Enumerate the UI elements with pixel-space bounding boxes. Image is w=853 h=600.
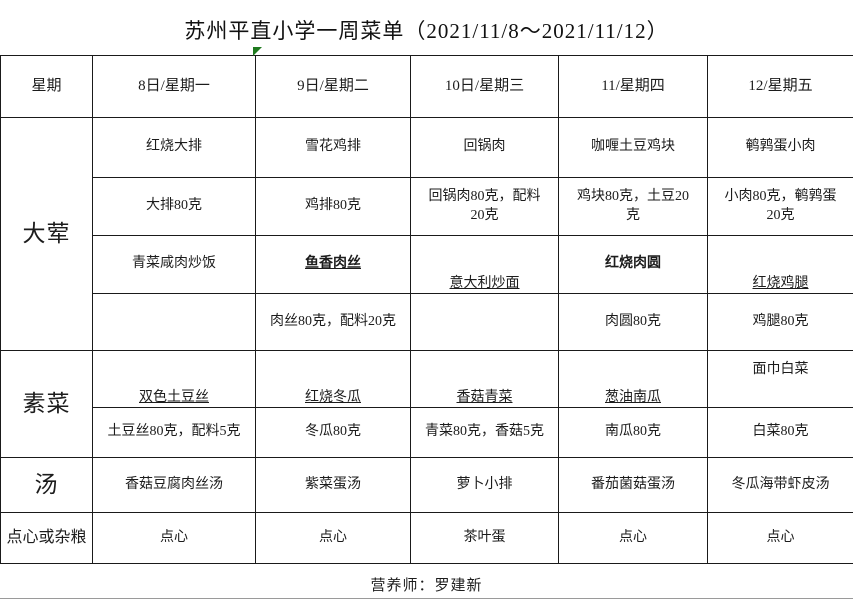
menu-cell: 红烧冬瓜 <box>256 351 411 408</box>
menu-cell: 青菜咸肉炒饭 <box>93 236 256 294</box>
meat-dish-row-2: 青菜咸肉炒饭 鱼香肉丝 意大利炒面 红烧肉圆 红烧鸡腿 <box>1 236 853 294</box>
day-header-friday: 12/星期五 <box>708 56 853 118</box>
snack-row: 点心或杂粮 点心 点心 茶叶蛋 点心 点心 <box>1 513 853 564</box>
menu-cell: 双色土豆丝 <box>93 351 256 408</box>
menu-cell: 点心 <box>708 513 853 564</box>
menu-cell: 青菜80克，香菇5克 <box>411 408 559 458</box>
category-label-meat: 大荤 <box>1 118 93 351</box>
meat-portion-row-2: 肉丝80克，配料20克 肉圆80克 鸡腿80克 <box>1 294 853 351</box>
menu-cell: 回锅肉80克，配料20克 <box>411 178 559 236</box>
menu-cell: 鹌鹑蛋小肉 <box>708 118 853 178</box>
day-header-monday: 8日/星期一 <box>93 56 256 118</box>
corner-header: 星期 <box>1 56 93 118</box>
menu-cell: 紫菜蛋汤 <box>256 458 411 513</box>
menu-cell: 冬瓜80克 <box>256 408 411 458</box>
soup-row: 汤 香菇豆腐肉丝汤 紫菜蛋汤 萝卜小排 番茄菌菇蛋汤 冬瓜海带虾皮汤 <box>1 458 853 513</box>
menu-cell: 点心 <box>559 513 708 564</box>
header-row: 星期 8日/星期一 9日/星期二 10日/星期三 11/星期四 12/星期五 <box>1 56 853 118</box>
day-header-tuesday: 9日/星期二 <box>256 56 411 118</box>
meat-portion-row-1: 大排80克 鸡排80克 回锅肉80克，配料20克 鸡块80克，土豆20克 小肉8… <box>1 178 853 236</box>
menu-cell: 白菜80克 <box>708 408 853 458</box>
menu-cell: 香菇青菜 <box>411 351 559 408</box>
menu-cell: 萝卜小排 <box>411 458 559 513</box>
category-label-snack: 点心或杂粮 <box>1 513 93 564</box>
menu-cell: 鸡排80克 <box>256 178 411 236</box>
menu-cell: 鱼香肉丝 <box>256 236 411 294</box>
menu-cell: 红烧鸡腿 <box>708 236 853 294</box>
menu-cell: 冬瓜海带虾皮汤 <box>708 458 853 513</box>
menu-cell: 番茄菌菇蛋汤 <box>559 458 708 513</box>
menu-table: 星期 8日/星期一 9日/星期二 10日/星期三 11/星期四 12/星期五 大… <box>0 55 853 564</box>
menu-cell: 鸡腿80克 <box>708 294 853 351</box>
menu-cell <box>411 294 559 351</box>
menu-cell: 意大利炒面 <box>411 236 559 294</box>
menu-cell: 土豆丝80克，配料5克 <box>93 408 256 458</box>
menu-cell: 雪花鸡排 <box>256 118 411 178</box>
category-label-vegetable: 素菜 <box>1 351 93 458</box>
menu-cell: 鸡块80克，土豆20克 <box>559 178 708 236</box>
day-header-wednesday: 10日/星期三 <box>411 56 559 118</box>
menu-cell: 咖喱土豆鸡块 <box>559 118 708 178</box>
menu-cell: 点心 <box>93 513 256 564</box>
vegetable-portion-row: 土豆丝80克，配料5克 冬瓜80克 青菜80克，香菇5克 南瓜80克 白菜80克 <box>1 408 853 458</box>
day-header-thursday: 11/星期四 <box>559 56 708 118</box>
menu-cell: 红烧肉圆 <box>559 236 708 294</box>
menu-cell: 香菇豆腐肉丝汤 <box>93 458 256 513</box>
menu-cell <box>93 294 256 351</box>
menu-cell: 肉圆80克 <box>559 294 708 351</box>
menu-cell: 小肉80克，鹌鹑蛋20克 <box>708 178 853 236</box>
page-title: 苏州平直小学一周菜单（2021/11/8～2021/11/12） <box>0 0 853 55</box>
menu-cell: 点心 <box>256 513 411 564</box>
menu-cell: 面巾白菜 <box>708 351 853 408</box>
menu-cell: 回锅肉 <box>411 118 559 178</box>
menu-cell: 肉丝80克，配料20克 <box>256 294 411 351</box>
category-label-soup: 汤 <box>1 458 93 513</box>
nutritionist-credit: 营养师：罗建新 <box>0 564 853 600</box>
menu-cell: 茶叶蛋 <box>411 513 559 564</box>
menu-cell: 南瓜80克 <box>559 408 708 458</box>
menu-cell: 葱油南瓜 <box>559 351 708 408</box>
vegetable-dish-row: 素菜 双色土豆丝 红烧冬瓜 香菇青菜 葱油南瓜 面巾白菜 <box>1 351 853 408</box>
menu-cell: 红烧大排 <box>93 118 256 178</box>
meat-dish-row-1: 大荤 红烧大排 雪花鸡排 回锅肉 咖喱土豆鸡块 鹌鹑蛋小肉 <box>1 118 853 178</box>
menu-cell: 大排80克 <box>93 178 256 236</box>
